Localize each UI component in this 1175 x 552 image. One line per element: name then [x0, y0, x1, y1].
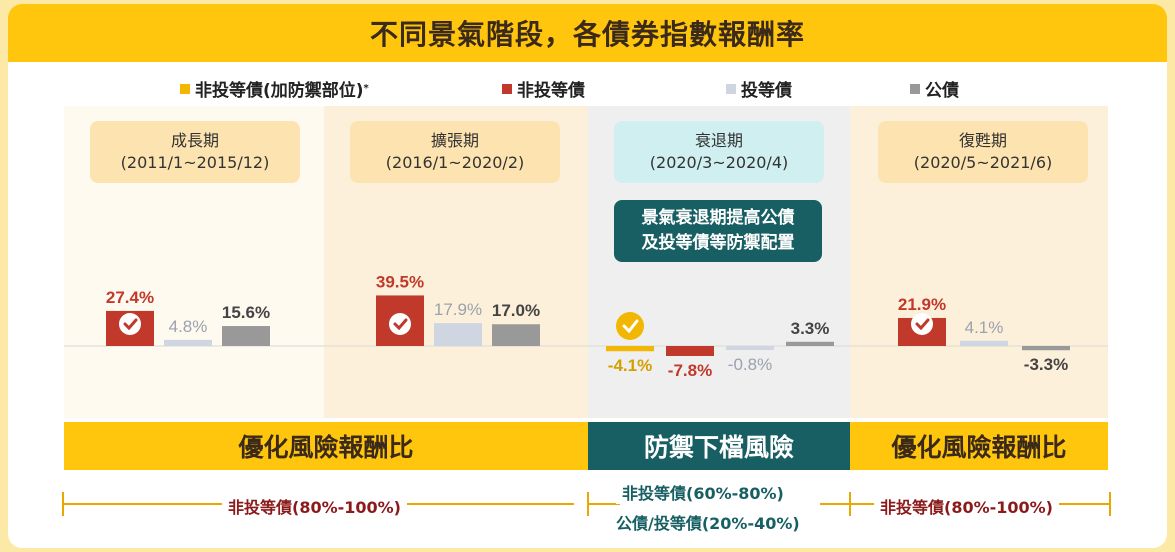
recession-note: 景氣衰退期提高公債 及投等債等防禦配置	[614, 200, 822, 262]
bar	[960, 340, 1008, 346]
phase-period: (2016/1~2020/2)	[385, 153, 525, 172]
bar	[726, 346, 774, 350]
allocation-left: 非投等債(80%-100%)	[222, 494, 407, 518]
legend-label: 非投等債(加防禦部位)	[195, 81, 364, 101]
phase-label-growth: 成長期 (2011/1~2015/12)	[90, 121, 300, 183]
check-circle-icon	[389, 313, 411, 335]
allocation-middle-1: 非投等債(60%-80%)	[616, 480, 790, 504]
data-label: -4.1%	[608, 356, 652, 375]
phase-name: 成長期	[170, 131, 219, 150]
check-circle-icon	[119, 313, 141, 335]
legend-swatch-red	[502, 83, 512, 94]
check-mark-icon	[915, 318, 930, 331]
allocation-lines	[62, 492, 1111, 516]
legend: 非投等債(加防禦部位) * 非投等債 投等債 公債	[8, 76, 1167, 101]
phase-period: (2020/3~2020/4)	[649, 153, 789, 172]
allocation-right: 非投等債(80%-100%)	[874, 494, 1059, 518]
data-label: 17.9%	[434, 300, 482, 319]
bar-chart: -4.1% 27.4% 39.5% -7.8% 21.9% 4.8% 17.9% -0.8% 4…	[64, 272, 1108, 380]
bar	[164, 339, 212, 346]
recession-note-line-2: 及投等債等防禦配置	[641, 233, 795, 253]
bar	[1022, 346, 1070, 351]
legend-footnote-mark: *	[363, 83, 369, 94]
check-mark-icon	[393, 318, 408, 331]
check-mark-icon	[622, 319, 639, 334]
title-bar: 不同景氣階段，各債券指數報酬率	[8, 4, 1167, 62]
phase-label-recession: 衰退期 (2020/3~2020/4)	[614, 121, 824, 183]
legend-label: 投等債	[741, 81, 792, 101]
legend-label: 公債	[925, 81, 959, 101]
bar	[434, 323, 482, 346]
data-label: 27.4%	[106, 288, 154, 307]
phase-name: 復甦期	[958, 131, 1007, 150]
bar	[492, 324, 540, 346]
band-label: 優化風險報酬比	[891, 433, 1067, 462]
phase-period: (2011/1~2015/12)	[120, 153, 270, 172]
data-label: -3.3%	[1024, 355, 1068, 374]
recession-note-line-1: 景氣衰退期提高公債	[641, 208, 795, 228]
band-defense: 防禦下檔風險	[588, 422, 850, 470]
phase-label-expansion: 擴張期 (2016/1~2020/2)	[350, 121, 560, 183]
band-optimize-right: 優化風險報酬比	[850, 422, 1108, 470]
data-label: 21.9%	[898, 295, 946, 314]
legend-item-hy: 非投等債	[502, 76, 585, 101]
phase-label-recovery: 復甦期 (2020/5~2021/6)	[878, 121, 1088, 183]
data-label: 15.6%	[222, 303, 270, 322]
band-label: 優化風險報酬比	[238, 433, 414, 462]
phase-period: (2020/5~2021/6)	[913, 153, 1053, 172]
bar	[666, 346, 714, 356]
band-label: 防禦下檔風險	[643, 433, 794, 462]
page-title: 不同景氣階段，各債券指數報酬率	[369, 18, 805, 51]
check-circle-icon	[911, 313, 933, 335]
data-label: -0.8%	[728, 355, 772, 374]
legend-item-hy-defense: 非投等債(加防禦部位) *	[180, 76, 369, 101]
legend-swatch-gray	[910, 83, 920, 94]
data-label: 4.8%	[169, 317, 208, 336]
allocation-middle-2: 公債/投等債(20%-40%)	[610, 510, 806, 534]
bar	[222, 326, 270, 346]
bar	[786, 341, 834, 346]
legend-swatch-light-gray	[726, 83, 736, 94]
data-label: 39.5%	[376, 272, 424, 291]
band-optimize-left: 優化風險報酬比	[64, 422, 588, 470]
legend-item-gov: 公債	[910, 76, 959, 101]
check-circle-icon	[616, 312, 644, 340]
phase-name: 擴張期	[430, 131, 479, 150]
data-label: 3.3%	[791, 319, 830, 338]
legend-item-ig: 投等債	[726, 76, 792, 101]
data-label: -7.8%	[668, 361, 712, 380]
infographic-card: 不同景氣階段，各債券指數報酬率 非投等債(加防禦部位) * 非投等債 投等債 公債…	[8, 4, 1167, 548]
check-mark-icon	[123, 318, 138, 331]
data-label: 17.0%	[492, 301, 540, 320]
legend-label: 非投等債	[517, 81, 585, 101]
phase-name: 衰退期	[694, 131, 743, 150]
bar	[606, 346, 654, 352]
legend-swatch-yellow	[180, 83, 190, 94]
data-label: 4.1%	[965, 318, 1004, 337]
